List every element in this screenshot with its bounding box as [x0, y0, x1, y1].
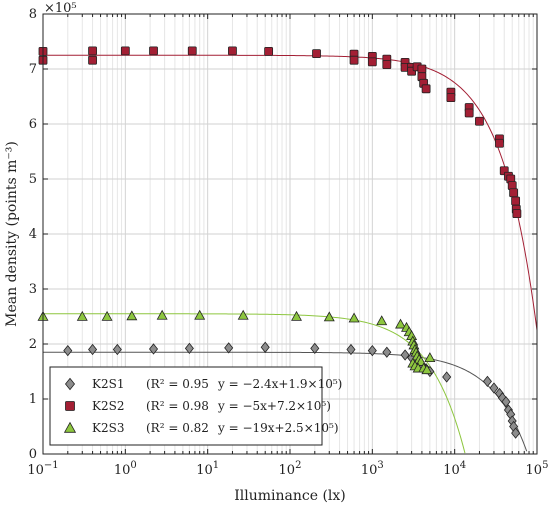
y-axis-label: Mean density (points m⁻³) — [4, 141, 20, 327]
data-point-k2s3 — [348, 312, 360, 323]
y-tick-label: 3 — [29, 282, 37, 297]
data-point-k2s2 — [512, 209, 522, 219]
fit-lines — [43, 54, 538, 454]
data-point-k2s1 — [88, 343, 98, 356]
data-point-k2s1 — [112, 343, 122, 356]
y-tick-label: 2 — [29, 337, 37, 352]
x-tick-label: 102 — [279, 460, 302, 478]
data-point-k2s1 — [184, 342, 194, 355]
data-point-k2s2 — [264, 47, 274, 56]
ticks — [42, 13, 537, 455]
y-tick-label: 0 — [29, 447, 37, 462]
data-point-k2s1 — [346, 343, 356, 356]
fit-line-k2s3 — [43, 313, 466, 454]
y-tick-label: 1 — [29, 392, 37, 407]
data-point-k2s1 — [63, 344, 73, 357]
data-point-k2s1 — [367, 344, 377, 357]
fit-line-k2s1 — [43, 351, 528, 452]
data-point-k2s1 — [442, 371, 452, 383]
data-point-k2s3 — [156, 309, 168, 320]
data-point-k2s1 — [482, 375, 492, 388]
legend-label-k2s1: K2S1 — [92, 377, 124, 391]
fit-line-k2s2 — [43, 54, 538, 331]
data-point-k2s2 — [88, 46, 97, 56]
legend-box — [49, 366, 323, 446]
data-point-k2s2 — [446, 93, 456, 102]
y-tick-label: 7 — [29, 62, 37, 77]
data-point-k2s2 — [509, 188, 519, 198]
data-point-k2s1 — [149, 343, 159, 355]
tick-labels: 0 1 2 3 4 5 6 7 8 10−1 100 101 102 103 104 105 — [27, 7, 548, 478]
data-point-k2s3 — [376, 315, 388, 326]
legend: K2S1 (R² = 0.95 y = −2.4x+1.9×10⁵) K2S2 (R² … — [49, 366, 342, 446]
data-point-k2s3 — [126, 310, 138, 321]
data-point-k2s3 — [76, 310, 88, 321]
data-point-k2s1 — [382, 346, 392, 358]
legend-label-k2s2: K2S2 — [92, 399, 124, 413]
legend-equation-k2s1: y = −2.4x+1.9×10⁵) — [217, 377, 342, 391]
data-point-k2s2 — [312, 49, 321, 58]
y-tick-label: 4 — [29, 227, 37, 242]
legend-equation-k2s3: y = −19x+2.5×10⁵) — [217, 421, 339, 435]
x-tick-label: 101 — [196, 460, 219, 478]
data-point-k2s2 — [475, 116, 484, 126]
data-point-k2s2 — [187, 46, 197, 56]
data-point-k2s3 — [101, 310, 113, 321]
legend-marker-k2s3 — [63, 421, 77, 433]
data-point-k2s3 — [421, 364, 433, 375]
data-point-k2s1 — [501, 396, 511, 408]
legend-marker-k2s1 — [64, 377, 76, 391]
x-tick-label: 100 — [114, 460, 137, 478]
data-point-k2s2 — [349, 55, 359, 65]
y-tick-label: 8 — [29, 7, 37, 22]
y-multiplier-label: ×10⁵ — [44, 1, 77, 16]
legend-label-k2s3: K2S3 — [92, 421, 124, 435]
data-point-k2s3 — [291, 310, 302, 321]
x-tick-label: 10−1 — [27, 460, 58, 478]
data-point-k2s1 — [224, 342, 234, 354]
data-points — [37, 46, 522, 439]
data-point-k2s2 — [511, 196, 521, 206]
data-point-k2s1 — [310, 342, 320, 355]
y-tick-label: 6 — [29, 117, 37, 132]
data-point-k2s2 — [417, 64, 427, 74]
data-point-k2s2 — [228, 46, 237, 56]
x-axis-label: Illuminance (lx) — [234, 488, 346, 504]
data-point-k2s1 — [400, 349, 410, 361]
data-point-k2s3 — [395, 318, 407, 329]
data-point-k2s1 — [511, 427, 521, 439]
data-point-k2s2 — [367, 57, 377, 67]
data-point-k2s3 — [424, 352, 436, 362]
x-tick-label: 105 — [526, 460, 549, 478]
legend-r2-k2s1: (R² = 0.95 — [146, 377, 209, 391]
data-point-k2s2 — [382, 60, 392, 69]
legend-r2-k2s2: (R² = 0.98 — [146, 399, 209, 413]
data-point-k2s1 — [260, 341, 270, 353]
data-point-k2s3 — [323, 311, 335, 322]
data-point-k2s2 — [120, 46, 130, 56]
y-tick-label: 5 — [29, 172, 37, 187]
data-point-k2s2 — [149, 46, 158, 56]
x-tick-label: 104 — [443, 460, 466, 478]
legend-marker-k2s2 — [65, 401, 75, 411]
x-tick-label: 103 — [361, 460, 384, 478]
data-point-k2s2 — [421, 84, 431, 94]
data-point-k2s2 — [88, 55, 97, 65]
data-point-k2s3 — [194, 309, 206, 320]
legend-equation-k2s2: y = −5x+7.2×10⁵) — [217, 399, 331, 413]
data-point-k2s2 — [464, 108, 474, 118]
legend-r2-k2s3: (R² = 0.82 — [146, 421, 209, 435]
data-point-k2s3 — [237, 309, 249, 320]
data-point-k2s1 — [489, 382, 499, 394]
data-point-k2s2 — [495, 138, 504, 148]
